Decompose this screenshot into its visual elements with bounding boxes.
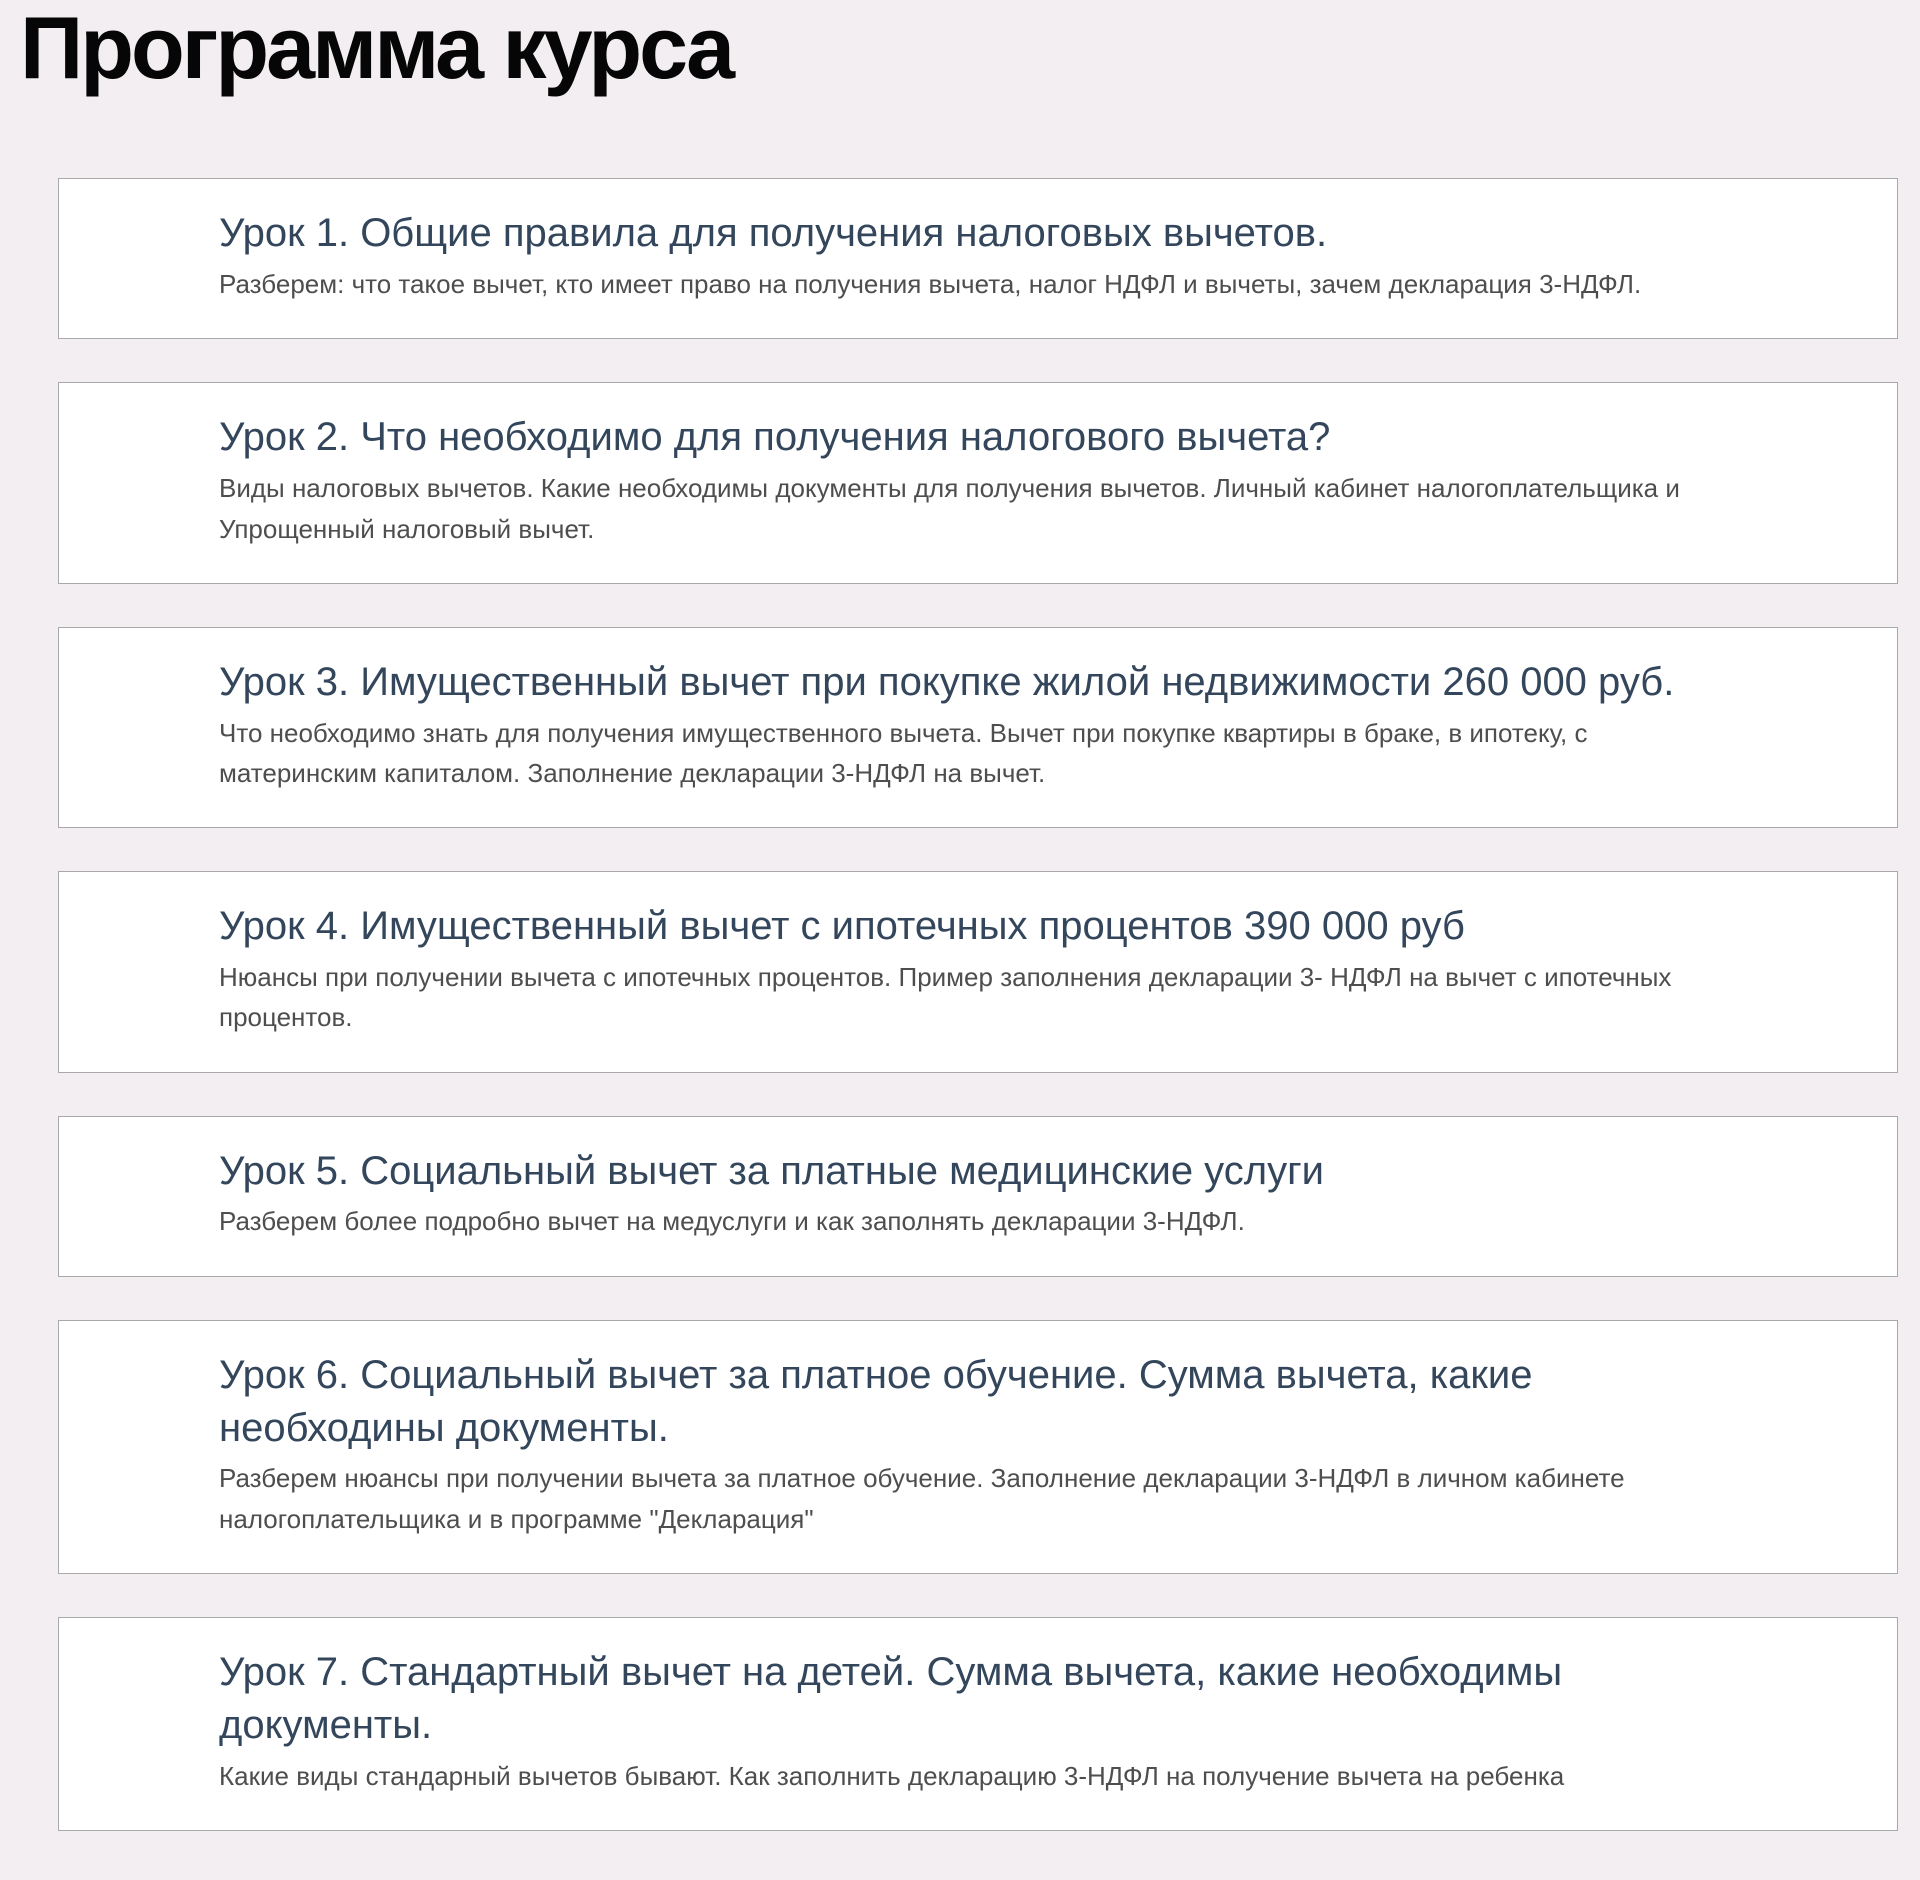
lesson-description: Нюансы при получении вычета с ипотечных …	[219, 962, 1672, 1033]
lesson-card-1: Урок 1. Общие правила для получения нало…	[58, 178, 1898, 340]
lesson-description: Виды налоговых вычетов. Какие необходимы…	[219, 473, 1680, 544]
lesson-description: Разберем нюансы при получении вычета за …	[219, 1463, 1625, 1534]
lesson-title: Урок 2. Что необходимо для получения нал…	[219, 415, 1331, 460]
lesson-card-4: Урок 4. Имущественный вычет с ипотечных …	[58, 871, 1898, 1073]
lesson-card-7: Урок 7. Стандартный вычет на детей. Сумм…	[58, 1616, 1898, 1831]
lesson-title: Урок 1. Общие правила для получения нало…	[219, 211, 1328, 256]
lesson-title: Урок 3. Имущественный вычет при покупке …	[219, 659, 1675, 704]
lesson-description: Что необходимо знать для получения имуще…	[219, 717, 1588, 788]
lesson-title: Урок 7. Стандартный вычет на детей. Сумм…	[219, 1649, 1563, 1747]
lesson-card-5: Урок 5. Социальный вычет за платные меди…	[58, 1115, 1898, 1277]
lesson-description: Разберем: что такое вычет, кто имеет пра…	[219, 269, 1642, 300]
lesson-title: Урок 5. Социальный вычет за платные меди…	[219, 1148, 1324, 1193]
lesson-title: Урок 6. Социальный вычет за платное обуч…	[219, 1352, 1533, 1450]
lesson-card-list: Урок 1. Общие правила для получения нало…	[58, 178, 1898, 1831]
lesson-card-6: Урок 6. Социальный вычет за платное обуч…	[58, 1319, 1898, 1574]
lesson-title: Урок 4. Имущественный вычет с ипотечных …	[219, 904, 1465, 949]
lesson-card-2: Урок 2. Что необходимо для получения нал…	[58, 382, 1898, 584]
lesson-description: Какие виды стандарный вычетов бывают. Ка…	[219, 1760, 1565, 1791]
page-title: Программа курса	[20, 0, 735, 97]
lesson-card-3: Урок 3. Имущественный вычет при покупке …	[58, 626, 1898, 829]
lesson-description: Разберем более подробно вычет на медуслу…	[219, 1206, 1245, 1237]
